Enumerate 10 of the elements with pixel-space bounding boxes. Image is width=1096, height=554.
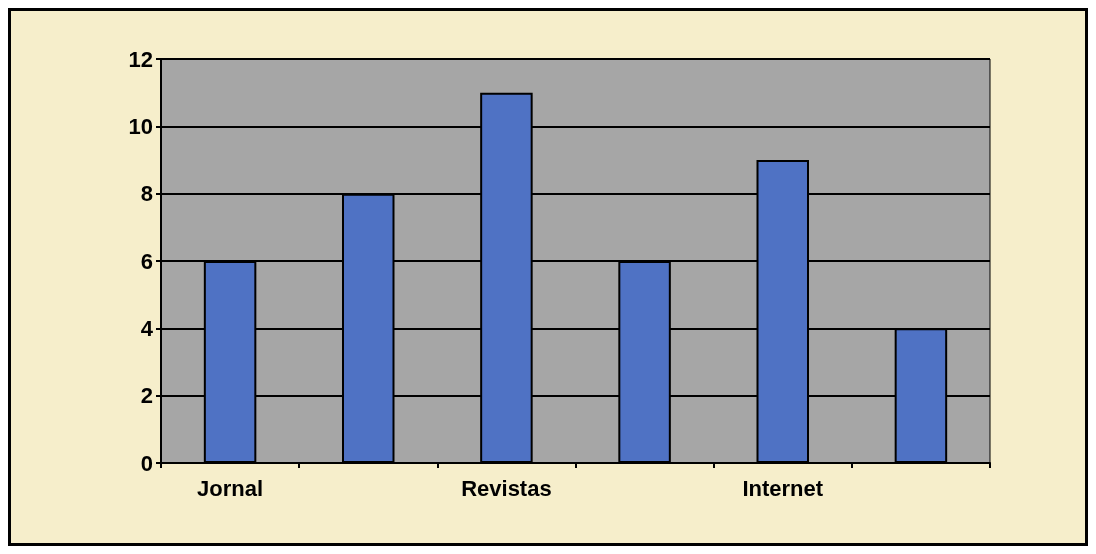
x-tick-label: Jornal <box>197 475 264 501</box>
y-tick-label: 12 <box>128 46 153 72</box>
y-tick-label: 6 <box>140 248 153 274</box>
x-tick-label: Internet <box>742 475 824 501</box>
y-tick-label: 2 <box>140 383 153 409</box>
y-tick-label: 0 <box>140 450 153 476</box>
x-tick-label: Revistas <box>461 475 552 501</box>
y-tick-label: 4 <box>140 315 154 341</box>
y-tick-label: 8 <box>140 181 153 207</box>
y-tick-label: 10 <box>128 113 153 139</box>
